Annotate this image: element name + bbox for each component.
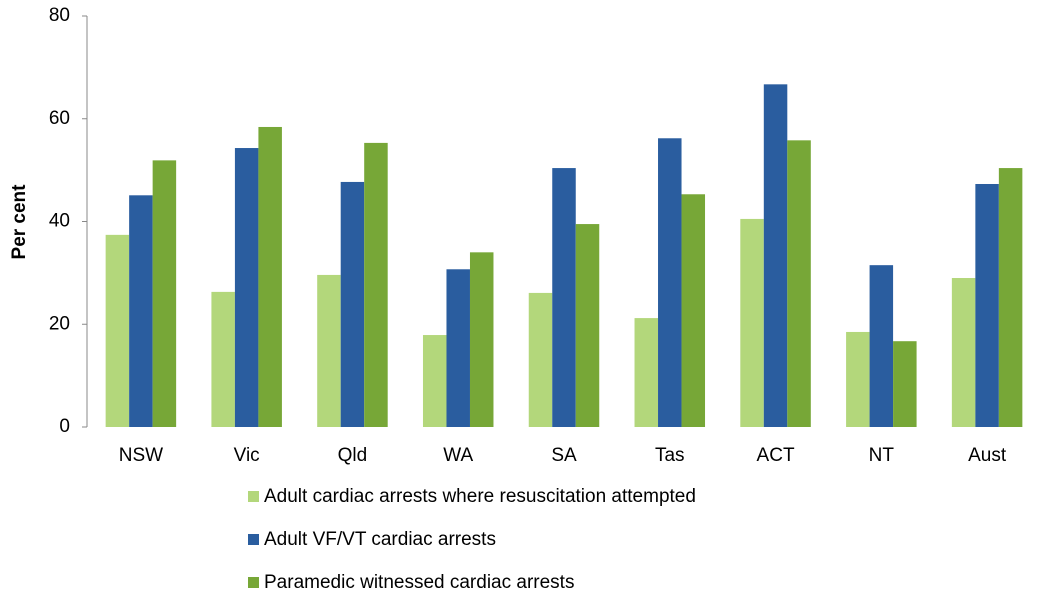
legend-label: Adult cardiac arrests where resuscitatio… [264, 486, 696, 507]
bar [258, 126, 282, 427]
x-tick-label: ACT [757, 445, 795, 466]
bar [446, 269, 470, 427]
x-tick-label: Aust [968, 445, 1007, 466]
bar [234, 148, 259, 427]
y-tick-label: 0 [59, 416, 70, 437]
legend-label: Paramedic witnessed cardiac arrests [264, 572, 574, 593]
y-tick-label: 60 [49, 108, 70, 129]
bar [528, 292, 553, 427]
bar [575, 224, 600, 427]
bar [364, 142, 388, 428]
bar [846, 331, 870, 427]
bar [893, 341, 917, 427]
bar [681, 194, 706, 427]
bar [998, 168, 1023, 427]
y-tick-label: 80 [49, 5, 70, 26]
x-tick-label: Qld [338, 445, 368, 466]
x-tick-label: Tas [655, 445, 685, 466]
bar [105, 234, 130, 427]
x-tick-label: Vic [234, 445, 260, 466]
legend-swatch [248, 491, 259, 502]
y-axis-label: Per cent [9, 184, 30, 260]
legend-swatch [248, 534, 259, 545]
bar [658, 138, 682, 427]
bar [869, 265, 894, 427]
bar [975, 183, 999, 427]
bar [211, 291, 235, 427]
legend-swatch [248, 577, 259, 588]
bar [317, 274, 341, 427]
bar [787, 140, 811, 427]
legend-label: Adult VF/VT cardiac arrests [264, 529, 496, 550]
bar [129, 195, 153, 427]
x-tick-label: NSW [119, 445, 163, 466]
y-tick-label: 40 [49, 211, 70, 232]
bar [634, 318, 659, 427]
bar [469, 252, 494, 427]
x-tick-label: WA [443, 445, 473, 466]
bar [340, 181, 365, 427]
bar [763, 84, 788, 428]
y-tick-label: 20 [49, 313, 70, 334]
x-tick-label: NT [869, 445, 895, 466]
bar [422, 335, 447, 427]
bar [951, 278, 976, 427]
bar [152, 160, 177, 427]
x-tick-label: SA [551, 445, 577, 466]
bar [552, 168, 576, 427]
bar [740, 218, 764, 427]
